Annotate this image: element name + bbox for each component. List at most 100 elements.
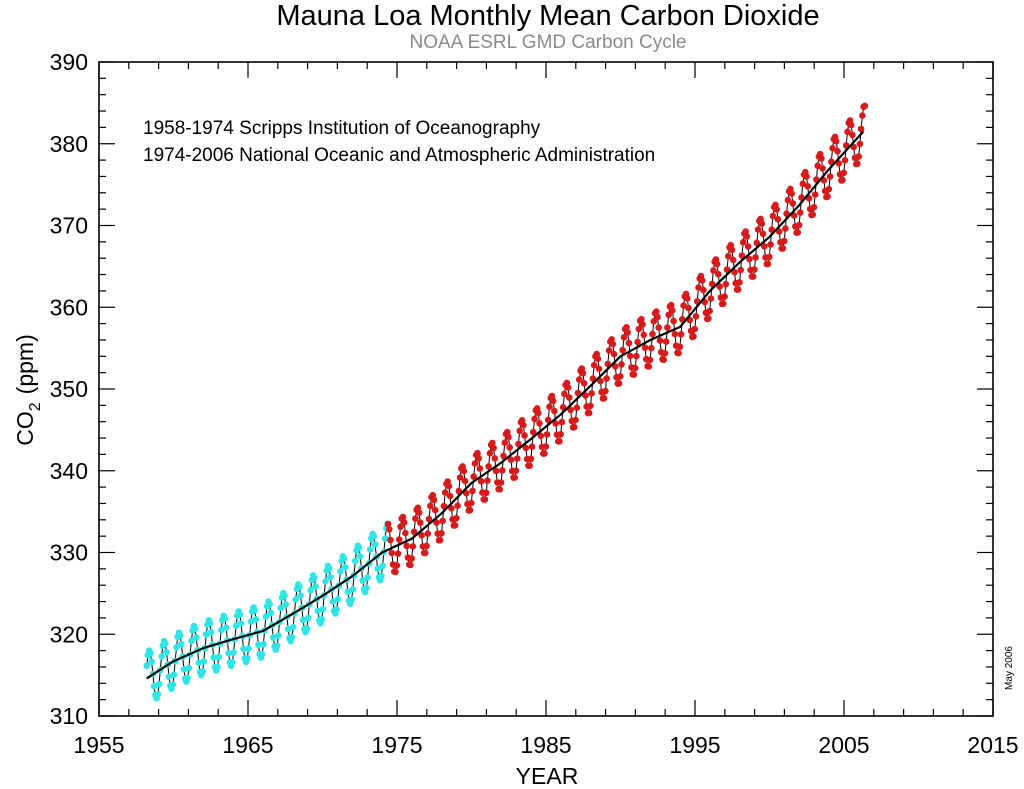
data-point <box>364 574 372 581</box>
data-point <box>515 440 522 448</box>
data-point <box>456 474 464 481</box>
data-point <box>453 514 460 522</box>
data-point <box>767 241 774 248</box>
data-point <box>232 622 240 629</box>
data-point <box>195 659 203 666</box>
data-point <box>251 607 258 614</box>
chart-subtitle: NOAA ESRL GMD Carbon Cycle <box>410 32 687 53</box>
data-point <box>722 280 730 288</box>
x-tick-label: 1975 <box>371 732 422 758</box>
y-tick-label: 320 <box>50 621 88 647</box>
data-point <box>571 423 578 431</box>
data-point <box>557 431 564 438</box>
data-point <box>615 380 623 387</box>
data-point <box>620 334 628 341</box>
data-point <box>506 444 513 451</box>
data-point <box>634 338 641 346</box>
data-point <box>573 404 581 412</box>
data-point <box>424 530 432 537</box>
data-point <box>788 190 795 197</box>
data-point <box>736 279 743 286</box>
data-point <box>501 439 509 447</box>
data-point <box>669 307 676 314</box>
data-point <box>165 673 173 680</box>
data-point <box>446 492 454 500</box>
data-point <box>739 238 747 246</box>
data-point <box>840 169 848 177</box>
data-point <box>496 486 504 493</box>
data-point <box>418 532 425 539</box>
data-point <box>436 536 444 544</box>
data-point <box>552 420 559 427</box>
data-point <box>185 664 193 672</box>
annotation-noaa: 1974-2006 National Oceanic and Atmospher… <box>143 145 655 166</box>
y-tick-label: 370 <box>50 213 88 239</box>
svg-text:CO2(ppm): CO2 (ppm) <box>12 334 44 445</box>
data-point <box>855 153 862 160</box>
data-point <box>746 255 753 263</box>
data-point <box>394 550 402 557</box>
data-point <box>789 200 797 207</box>
data-point <box>173 644 180 651</box>
data-point <box>580 380 588 387</box>
data-point <box>825 185 833 193</box>
data-point <box>423 542 430 550</box>
data-point <box>574 389 582 397</box>
data-point <box>507 456 515 464</box>
data-point <box>818 155 825 162</box>
data-point <box>857 125 865 133</box>
data-point <box>650 318 658 325</box>
data-point <box>660 356 667 364</box>
data-point <box>774 216 782 223</box>
data-point <box>612 363 619 370</box>
data-point <box>653 308 660 315</box>
data-point <box>215 653 222 661</box>
data-point <box>203 631 210 638</box>
y-axis-label: CO2 (ppm) <box>12 334 44 445</box>
data-point <box>572 416 579 424</box>
data-point <box>655 324 662 331</box>
data-point <box>522 444 530 452</box>
data-point <box>731 268 738 276</box>
data-point <box>749 273 757 280</box>
data-point <box>595 365 603 373</box>
data-point <box>779 245 787 252</box>
data-point <box>728 246 736 254</box>
data-point <box>433 519 440 526</box>
data-point <box>662 338 670 345</box>
data-point <box>387 536 394 544</box>
data-point <box>492 467 500 475</box>
data-point <box>176 632 184 639</box>
data-point <box>645 363 653 370</box>
data-point <box>587 402 594 410</box>
data-point <box>463 489 470 497</box>
data-point <box>395 536 403 543</box>
data-point <box>585 409 593 417</box>
data-point <box>500 452 507 460</box>
data-point <box>349 586 357 593</box>
data-point <box>609 340 617 348</box>
data-point <box>811 191 819 198</box>
y-axis-label-subscript: 2 <box>27 402 44 411</box>
data-point <box>333 606 341 613</box>
data-point <box>325 565 333 572</box>
data-point <box>292 596 300 603</box>
data-point <box>255 641 262 649</box>
data-point <box>499 467 506 474</box>
data-point <box>513 455 521 462</box>
data-point <box>630 371 638 378</box>
data-point <box>670 317 677 325</box>
data-point <box>556 438 563 445</box>
data-point <box>720 300 727 308</box>
data-point <box>344 588 352 596</box>
data-point <box>676 343 684 351</box>
data-point <box>296 583 303 591</box>
data-point <box>327 573 334 581</box>
data-point <box>766 253 773 261</box>
data-point <box>207 628 215 636</box>
data-point <box>155 680 163 688</box>
data-point <box>282 601 290 608</box>
data-point <box>826 173 834 180</box>
data-point <box>549 397 557 405</box>
